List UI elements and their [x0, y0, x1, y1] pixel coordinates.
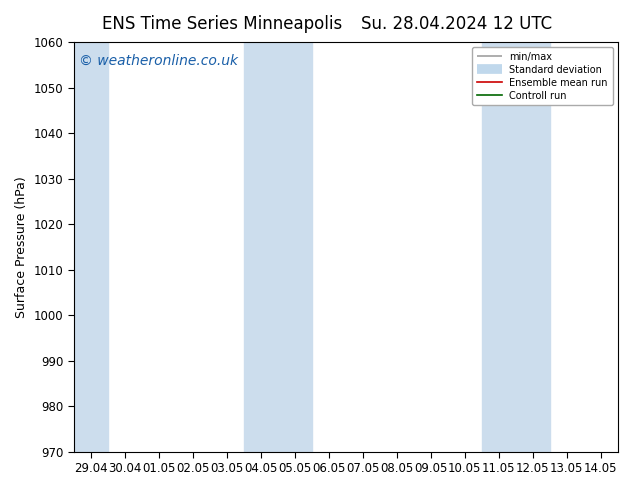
Legend: min/max, Standard deviation, Ensemble mean run, Controll run: min/max, Standard deviation, Ensemble me…: [472, 47, 612, 105]
Bar: [243, 42, 312, 452]
Y-axis label: Surface Pressure (hPa): Surface Pressure (hPa): [15, 176, 28, 318]
Text: ENS Time Series Minneapolis: ENS Time Series Minneapolis: [102, 15, 342, 33]
Bar: [74, 42, 108, 452]
Bar: [482, 42, 550, 452]
Text: © weatheronline.co.uk: © weatheronline.co.uk: [79, 54, 238, 68]
Text: Su. 28.04.2024 12 UTC: Su. 28.04.2024 12 UTC: [361, 15, 552, 33]
